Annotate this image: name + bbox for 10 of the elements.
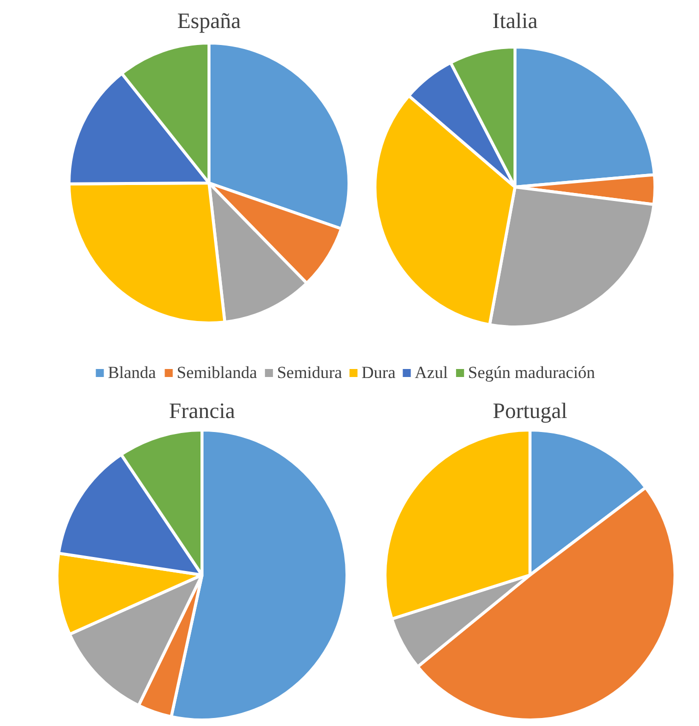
chart-title: Italia	[492, 8, 538, 33]
legend-label: Semiblanda	[176, 363, 258, 382]
chart-title: Portugal	[492, 398, 568, 423]
chart-title: España	[177, 8, 241, 33]
legend-label: Según maduración	[468, 363, 596, 382]
legend-label: Azul	[414, 363, 448, 382]
legend-label: Dura	[362, 363, 396, 382]
chart-title: Francia	[169, 398, 236, 423]
legend-label: Semidura	[276, 363, 343, 382]
legend-label: Blanda	[108, 363, 156, 382]
